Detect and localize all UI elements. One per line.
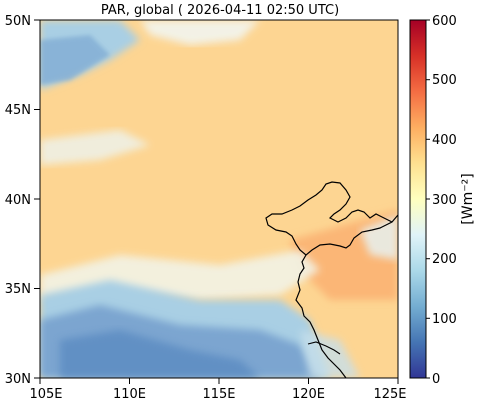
par-field — [40, 20, 398, 378]
cb-tick-500: 500 — [432, 73, 457, 88]
bohai-coast — [265, 181, 393, 256]
lat-tick-40: 40N — [5, 193, 31, 208]
lon-tick-125: 125E — [373, 387, 406, 402]
cb-tick-0: 0 — [432, 372, 440, 387]
lon-tick-115: 115E — [202, 387, 235, 402]
cb-tick-200: 200 — [432, 252, 457, 267]
lon-tick-120: 120E — [292, 387, 325, 402]
cb-tick-100: 100 — [432, 312, 457, 327]
cb-tick-600: 600 — [432, 14, 457, 29]
field-cloud-thin-n — [140, 20, 260, 45]
colorbar-ticks: 600 500 400 300 200 100 0 — [426, 14, 457, 387]
map-title: PAR, global ( 2026-04-11 02:50 UTC) — [100, 3, 340, 18]
river-mouth — [307, 341, 341, 355]
cb-tick-300: 300 — [432, 193, 457, 208]
lat-tick-50: 50N — [5, 14, 31, 29]
lon-axis: 105E 110E 115E 120E 125E — [29, 378, 407, 402]
colorbar: 600 500 400 300 200 100 0 [Wm⁻²] — [409, 14, 476, 387]
lat-tick-35: 35N — [5, 282, 31, 297]
colorbar-gradient — [409, 19, 427, 379]
lat-axis: 50N 45N 40N 35N 30N — [5, 14, 40, 387]
colorbar-label: [Wm⁻²] — [460, 173, 476, 224]
lon-tick-105: 105E — [29, 387, 62, 402]
lat-tick-30: 30N — [5, 372, 31, 387]
lon-tick-110: 110E — [113, 387, 146, 402]
cb-tick-400: 400 — [432, 133, 457, 148]
lat-tick-45: 45N — [5, 103, 31, 118]
